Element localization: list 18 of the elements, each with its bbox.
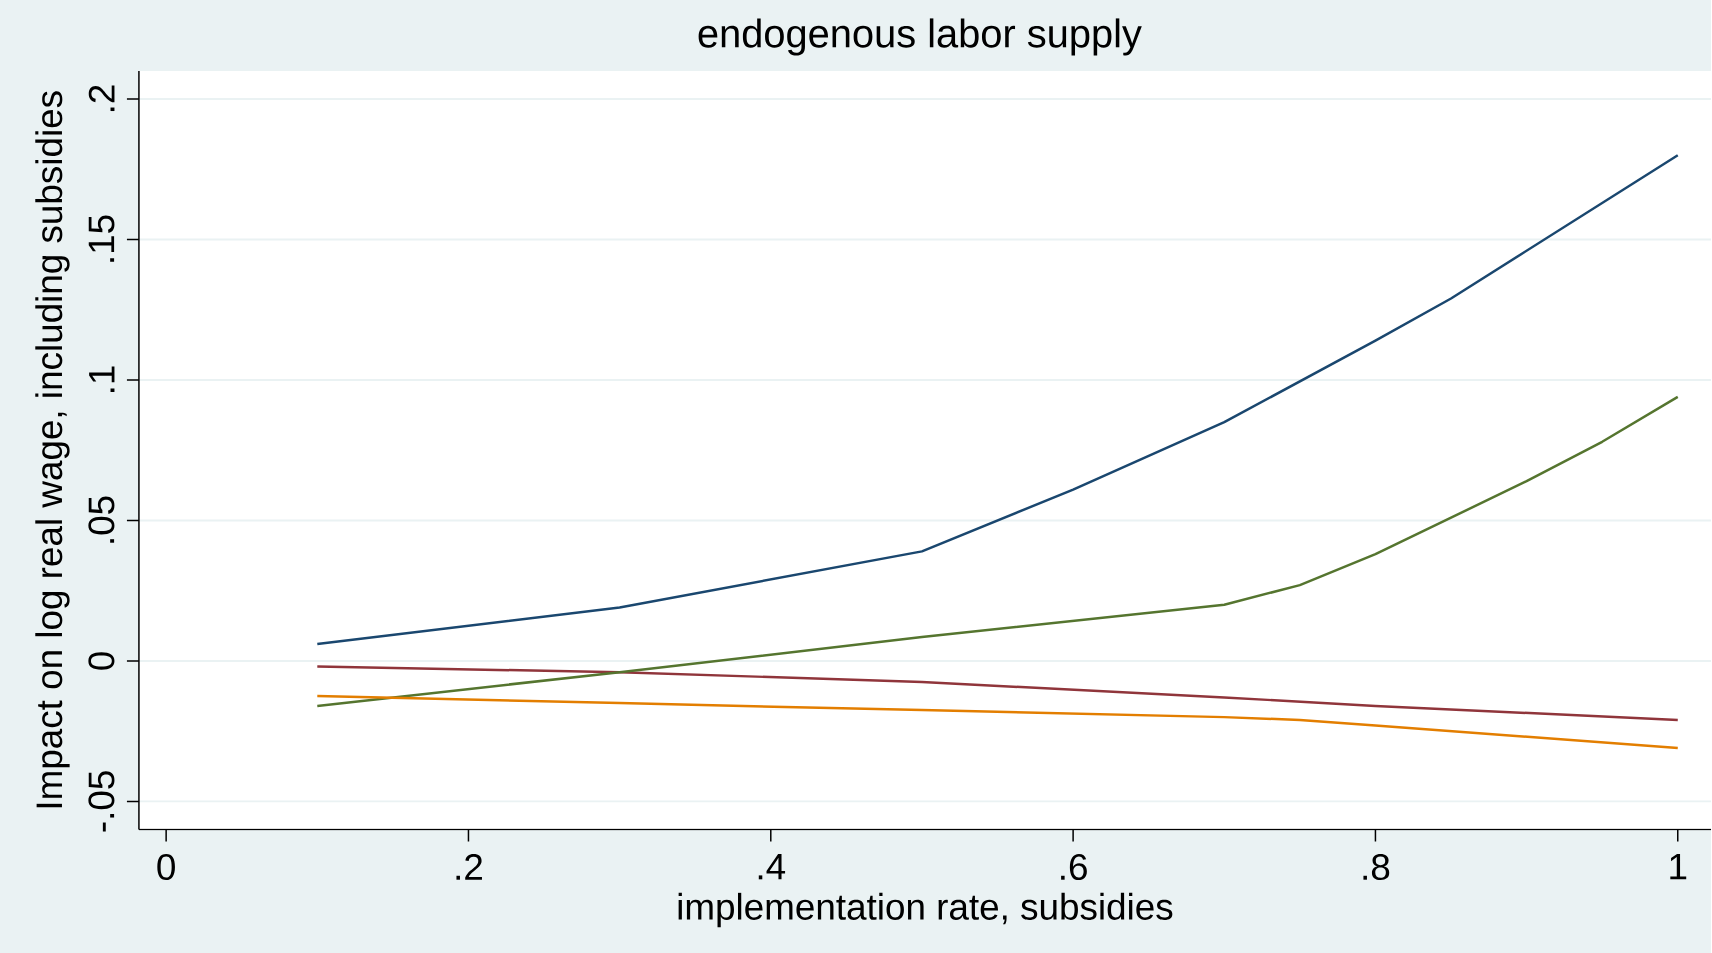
line-series: [316, 665, 1680, 721]
y-axis-title: Impact on log real wage, including subsidies: [35, 91, 70, 808]
y-tick-label: .05: [88, 496, 115, 543]
x-tick-label: .6: [1061, 853, 1087, 880]
x-tick-label: .4: [758, 853, 786, 880]
chart-title: endogenous labor supply: [698, 18, 1142, 56]
x-tick-label: 0: [157, 853, 175, 880]
y-tick-label: .2: [88, 85, 115, 111]
y-tick-label: 0: [88, 651, 115, 670]
line-series: [316, 694, 1680, 750]
y-tick-label: .1: [89, 366, 115, 392]
line-series: [316, 395, 1680, 707]
x-tick-label: .2: [456, 853, 482, 880]
y-tick-label: -.05: [88, 771, 115, 832]
x-tick-label: .8: [1363, 853, 1390, 880]
y-tick-label: .15: [88, 215, 115, 262]
x-tick-label: 1: [1670, 853, 1687, 880]
x-axis-title: implementation rate, subsidies: [678, 892, 1173, 927]
